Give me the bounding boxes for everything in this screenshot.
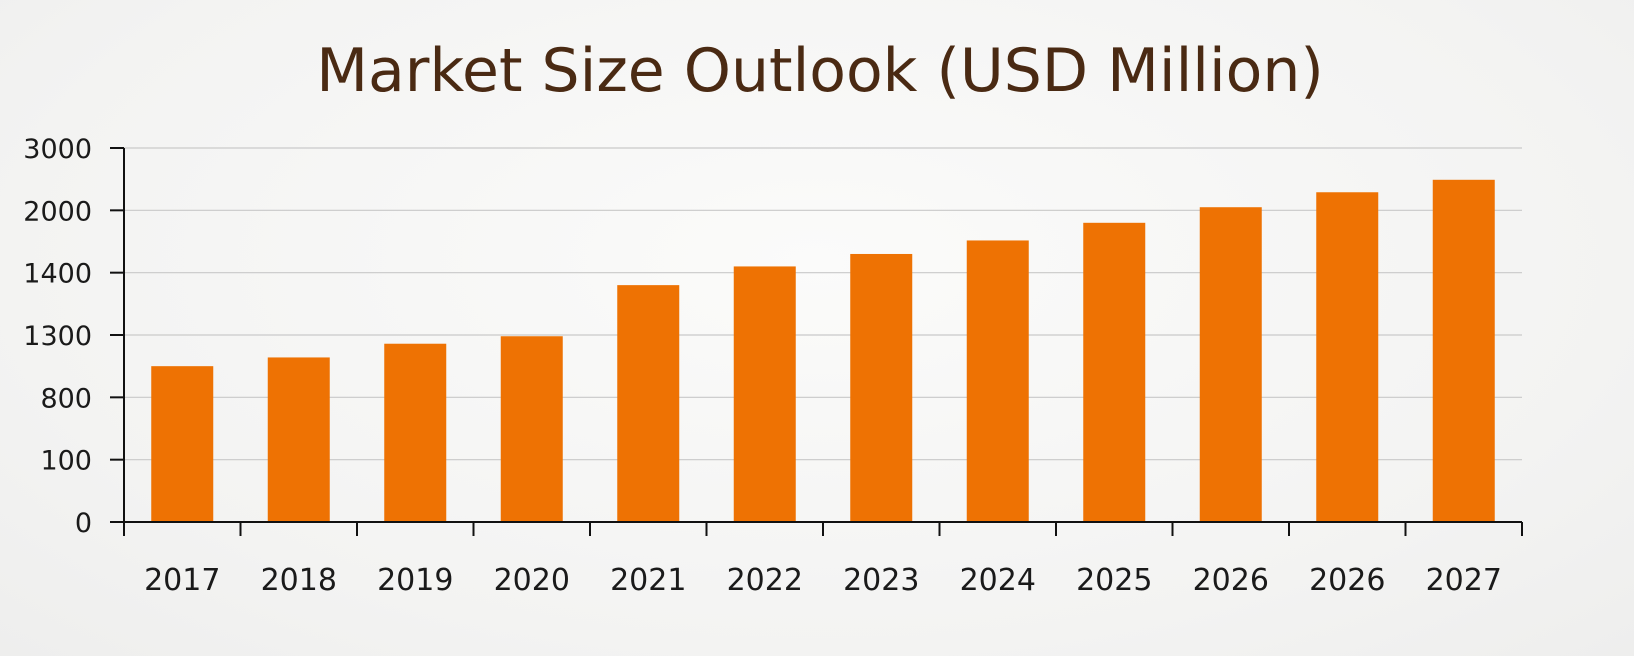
- bar: [267, 357, 330, 522]
- bar: [500, 336, 563, 522]
- y-tick-label: 800: [40, 383, 92, 414]
- y-tick-label: 0: [75, 508, 92, 539]
- x-tick-label: 2027: [1426, 563, 1502, 598]
- x-tick-label: 2021: [610, 563, 686, 598]
- x-tick-label: 2020: [494, 563, 570, 598]
- bar: [850, 253, 913, 522]
- y-tick-label: 1300: [23, 321, 92, 352]
- x-tick-label: 2019: [377, 563, 453, 598]
- chart-title: Market Size Outlook (USD Million): [316, 36, 1324, 106]
- bar: [1199, 207, 1262, 522]
- x-axis-tick-labels: 2017 2018 2019 2020 2021 2022 2023 2024 2025 2026…: [144, 563, 1502, 598]
- bar: [1316, 192, 1379, 523]
- x-tick-label: 2026: [1193, 563, 1269, 598]
- bar: [1083, 222, 1146, 523]
- x-tick-label: 2026: [1309, 563, 1385, 598]
- y-tick-label: 100: [40, 446, 92, 477]
- y-axis-tick-labels: 0 100 800 1300 1400 2000 3000: [23, 134, 92, 539]
- bar: [384, 343, 447, 522]
- bar: [1432, 179, 1495, 523]
- x-tick-label: 2017: [144, 563, 220, 598]
- x-tick-label: 2024: [960, 563, 1036, 598]
- x-tick-label: 2018: [261, 563, 337, 598]
- axes: [110, 147, 1523, 536]
- bars: [151, 179, 1495, 523]
- y-tick-label: 1400: [23, 259, 92, 290]
- bar: [151, 366, 214, 522]
- bar: [966, 240, 1029, 522]
- x-tick-label: 2023: [843, 563, 919, 598]
- x-tick-label: 2025: [1076, 563, 1152, 598]
- bar: [733, 266, 796, 522]
- bar: [617, 285, 680, 522]
- grid-lines: [124, 147, 1522, 461]
- x-tick-label: 2022: [727, 563, 803, 598]
- y-tick-label: 2000: [23, 196, 92, 227]
- y-tick-label: 3000: [23, 134, 92, 165]
